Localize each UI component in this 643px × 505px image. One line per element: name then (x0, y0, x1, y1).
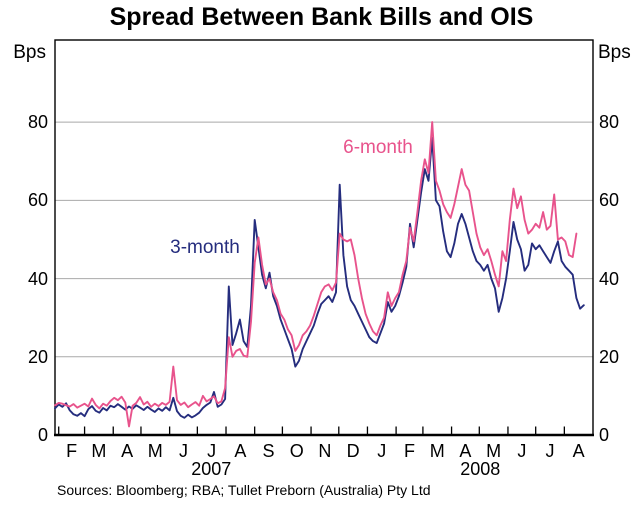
x-tick-label-month: J (377, 441, 387, 461)
x-tick-label-month: J (207, 441, 217, 461)
y-axis-unit-right: Bps (598, 42, 631, 63)
y-tick-label-right: 40 (599, 268, 620, 289)
x-tick-label-month: M (147, 441, 163, 461)
x-tick-label-month: M (91, 441, 107, 461)
x-tick-label-month: J (545, 441, 555, 461)
sources-note: Sources: Bloomberg; RBA; Tullet Preborn … (57, 482, 431, 498)
y-tick-label-right: 20 (599, 346, 620, 367)
x-tick-label-month: A (234, 441, 247, 461)
line-series-3-month (54, 136, 585, 419)
x-year-label: 2007 (191, 459, 232, 479)
x-tick-label-month: J (517, 441, 527, 461)
x-tick-label-month: A (572, 441, 585, 461)
series-label-6-month: 6-month (343, 137, 413, 158)
y-axis-unit-left: Bps (13, 42, 46, 63)
x-tick-label-month: F (66, 441, 78, 461)
x-tick-label-month: O (289, 441, 304, 461)
y-tick-label-left: 0 (37, 425, 48, 445)
y-tick-label-left: 60 (27, 190, 48, 211)
x-tick-label-month: N (318, 441, 332, 461)
y-tick-label-right: 0 (599, 425, 610, 445)
y-tick-label-left: 80 (27, 112, 48, 133)
x-tick-label-month: J (178, 441, 188, 461)
x-year-label: 2008 (460, 459, 501, 479)
y-tick-label-left: 20 (27, 346, 48, 367)
x-tick-label-month: S (262, 441, 275, 461)
x-tick-label-month: M (486, 441, 502, 461)
x-tick-label-month: D (346, 441, 360, 461)
x-tick-label-month: A (121, 441, 134, 461)
y-tick-label-left: 40 (27, 268, 48, 289)
y-tick-label-right: 80 (599, 112, 620, 133)
line-series-6-month (54, 121, 578, 428)
y-tick-label-right: 60 (599, 190, 620, 211)
x-tick-label-month: A (459, 441, 472, 461)
series-label-3-month: 3-month (170, 237, 240, 258)
x-tick-label-month: M (429, 441, 445, 461)
chart-title: Spread Between Bank Bills and OIS (109, 3, 534, 31)
x-tick-label-month: F (404, 441, 415, 461)
